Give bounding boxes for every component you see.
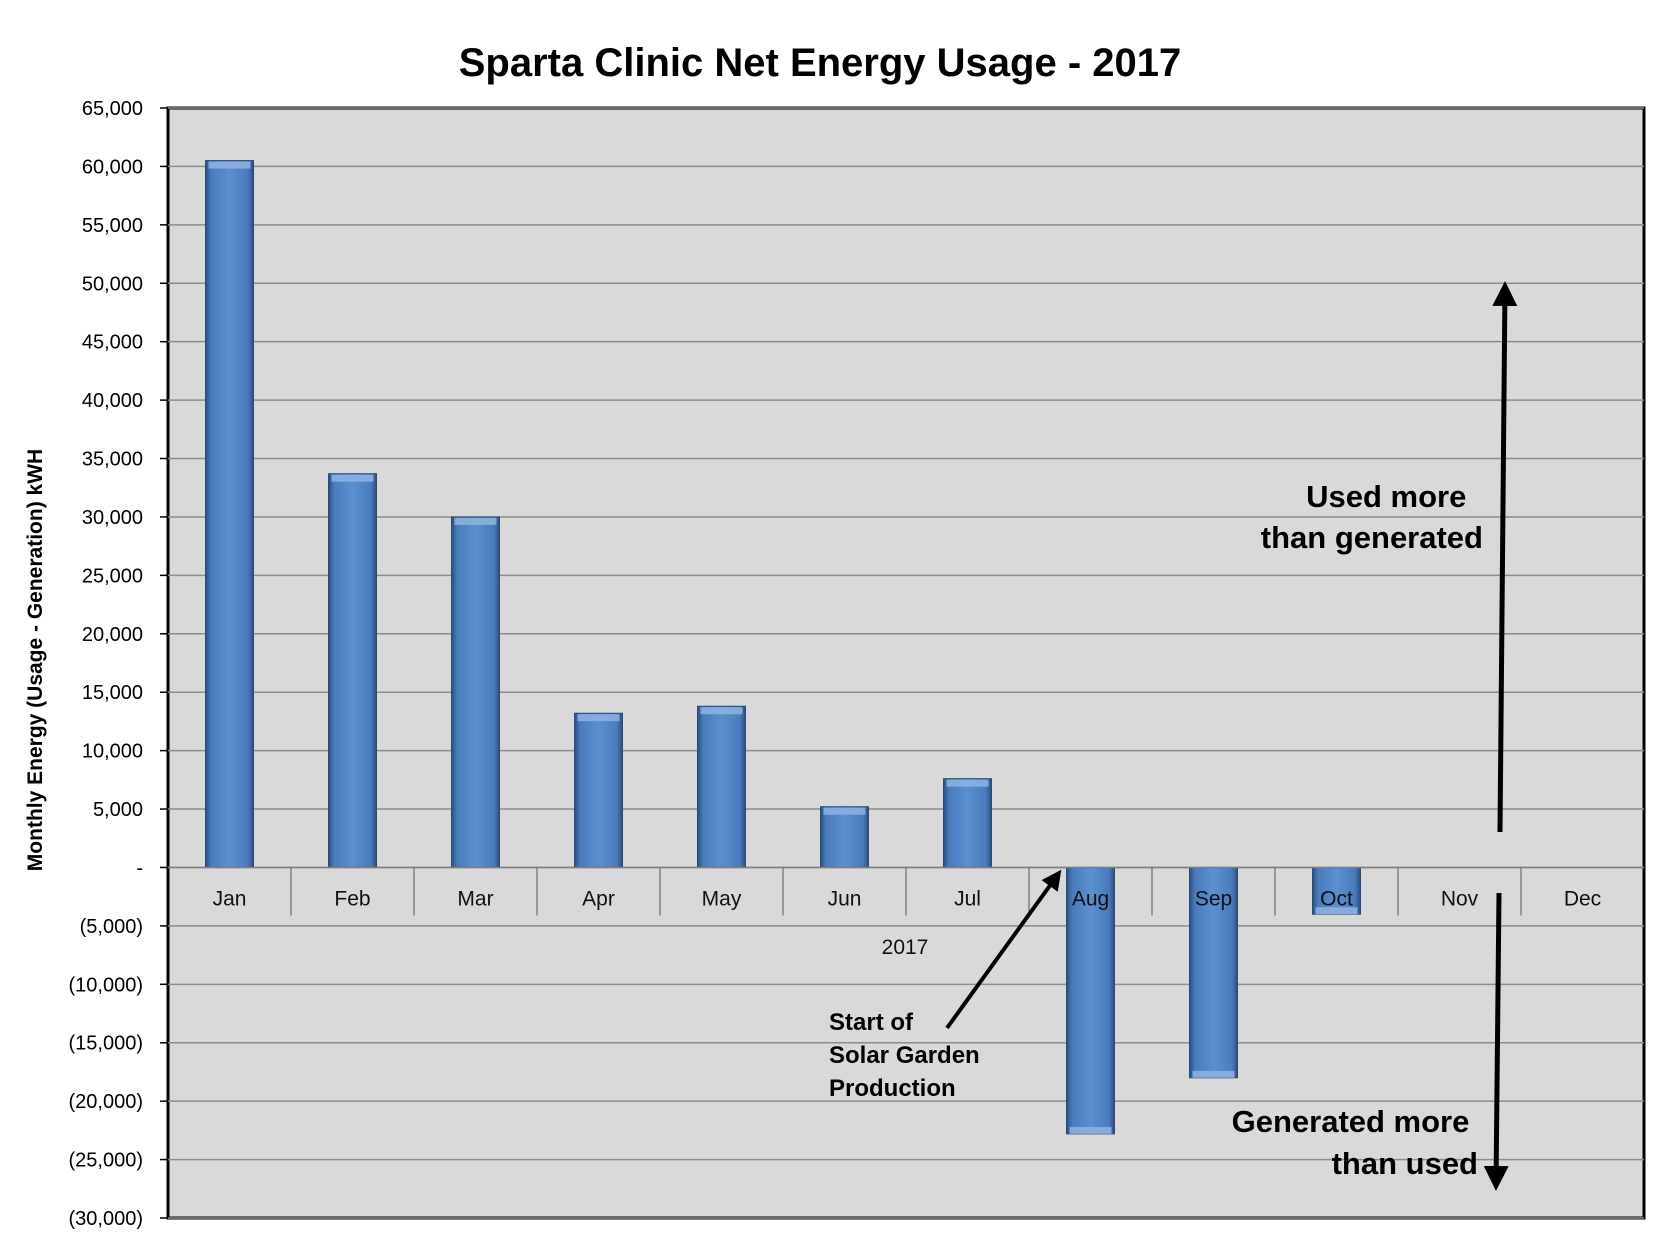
bar-cap-apr (577, 714, 620, 722)
bar-cap-mar (454, 517, 497, 525)
x-tick-label-jan: Jan (213, 887, 247, 910)
y-tick-label: 35,000 (82, 449, 143, 471)
bar-cap-aug (1069, 1126, 1112, 1134)
y-tick-label: 20,000 (82, 624, 143, 646)
y-tick-label: 55,000 (82, 215, 143, 237)
annotation-solar-start-line2: Solar Garden (829, 1042, 980, 1069)
bar-cap-oct (1315, 907, 1358, 915)
y-tick-label: 45,000 (82, 332, 143, 354)
bar-jul (943, 778, 992, 868)
y-tick-label: 5,000 (93, 799, 143, 821)
x-tick-label-apr: Apr (582, 887, 615, 910)
x-tick-label-jun: Jun (828, 887, 862, 910)
y-tick-label: 60,000 (82, 156, 143, 178)
bar-jan (205, 160, 254, 868)
x-tick-label-sep: Sep (1195, 887, 1232, 910)
y-tick-label: (30,000) (69, 1208, 144, 1230)
annotation-solar-start-line3: Production (829, 1075, 956, 1102)
annotation-solar-start: Start of Solar Garden Production (829, 1009, 986, 1102)
bar-cap-jul (946, 779, 989, 787)
x-tick-label-jul: Jul (954, 887, 981, 910)
y-axis-label: Monthly Energy (Usage - Generation) kWH (24, 449, 47, 871)
bars (205, 160, 1361, 1135)
x-axis-label: 2017 (882, 936, 929, 959)
x-tick-label-dec: Dec (1564, 887, 1601, 910)
bar-cap-feb (331, 474, 374, 482)
y-tick-label: (10,000) (69, 974, 144, 996)
y-tick-label: 40,000 (82, 390, 143, 412)
y-tick-label: (25,000) (69, 1150, 144, 1172)
bar-oct (1312, 866, 1361, 915)
y-tick-label: (15,000) (69, 1033, 144, 1055)
bar-cap-jan (208, 161, 251, 169)
bar-apr (574, 712, 623, 868)
bar-cap-sep (1192, 1070, 1235, 1078)
annotation-used-more-line1: Used more (1306, 479, 1466, 514)
annotation-generated-more-line2: than used (1332, 1146, 1478, 1181)
annotation-generated-more-line1: Generated more (1232, 1104, 1470, 1139)
arrow-solar-start (945, 869, 1062, 1030)
y-tick-label: - (136, 857, 143, 879)
x-tick-label-mar: Mar (457, 887, 493, 910)
y-axis-ticks: 65,000 60,000 55,000 50,000 45,000 40,000 35,0… (69, 98, 168, 1230)
bar-jun (820, 806, 869, 868)
chart-title: Sparta Clinic Net Energy Usage - 2017 (459, 41, 1182, 85)
x-tick-label-aug: Aug (1072, 887, 1109, 910)
y-tick-label: 30,000 (82, 507, 143, 529)
y-tick-label: 25,000 (82, 565, 143, 587)
y-tick-label: (20,000) (69, 1091, 144, 1113)
annotation-generated-more: Generated more than used (1232, 1104, 1478, 1181)
annotation-solar-start-line1: Start of (829, 1009, 914, 1036)
x-axis: Jan Feb Mar Apr May Jun Jul Aug Sep Oct Nov Dec (168, 866, 1644, 916)
bar-may (697, 705, 746, 868)
bar-cap-may (700, 707, 743, 715)
annotation-used-more-line2: than generated (1261, 520, 1483, 555)
bar-aug (1066, 866, 1115, 1135)
y-tick-label: (5,000) (80, 916, 143, 938)
y-tick-label: 65,000 (82, 98, 143, 120)
y-tick-label: 15,000 (82, 682, 143, 704)
arrow-up (1492, 281, 1518, 833)
x-tick-label-oct: Oct (1320, 887, 1353, 910)
x-tick-label-may: May (702, 887, 742, 910)
bar-sep (1189, 866, 1238, 1079)
arrow-down (1483, 892, 1509, 1191)
x-tick-label-nov: Nov (1441, 887, 1479, 910)
bar-mar (451, 516, 500, 868)
bar-cap-jun (823, 807, 866, 815)
plot-area (166, 106, 1646, 1220)
y-tick-label: 50,000 (82, 273, 143, 295)
bar-feb (328, 473, 377, 868)
y-tick-label: 10,000 (82, 741, 143, 763)
x-tick-label-feb: Feb (334, 887, 370, 910)
annotation-used-more: Used more than generated (1261, 479, 1483, 555)
